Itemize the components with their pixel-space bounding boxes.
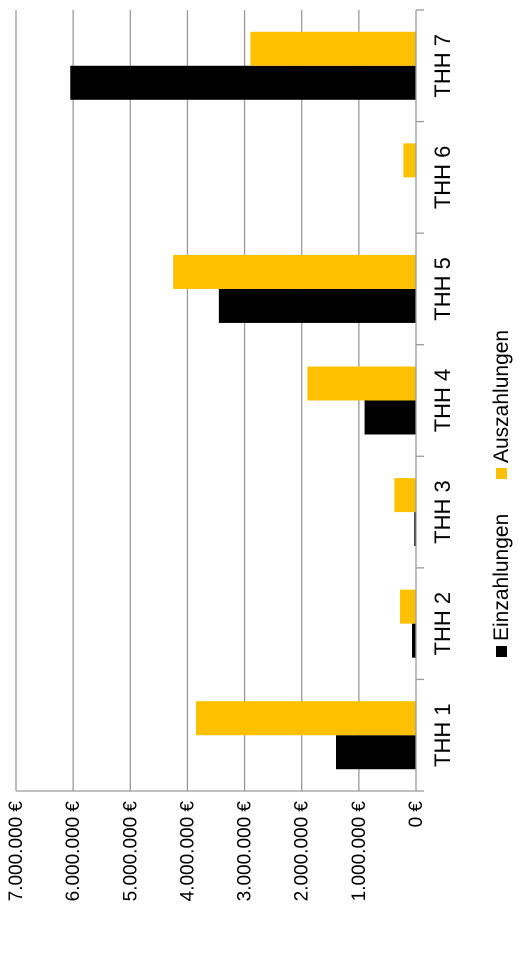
y-tick-label: 7.000.000 €	[6, 801, 27, 902]
legend-label-einzahlungen: Einzahlungen	[490, 514, 513, 641]
gridlines	[15, 10, 360, 791]
bar-einzahlungen-thh-5	[218, 288, 416, 323]
x-category-label: THH 6	[430, 146, 455, 210]
chart-plot-group: 0 € 1.000.000 € 2.000.000 € 3.000.000 € 4.00…	[6, 9, 513, 901]
y-tick-label: 3.000.000 €	[235, 801, 256, 902]
axis-labels: 0 € 1.000.000 € 2.000.000 € 3.000.000 € 4.00…	[6, 34, 455, 901]
y-tick-label: 2.000.000 €	[292, 801, 313, 902]
legend: Einzahlungen Auszahlungen	[490, 330, 513, 657]
x-category-label: THH 5	[430, 257, 455, 321]
legend-label-auszahlungen: Auszahlungen	[490, 330, 513, 463]
bars	[70, 31, 417, 770]
legend-swatch-einzahlungen	[496, 646, 507, 657]
y-tick-label: 4.000.000 €	[177, 801, 198, 902]
legend-swatch-auszahlungen	[496, 468, 507, 479]
bar-auszahlungen-thh-7	[250, 31, 416, 66]
y-tick-label: 5.000.000 €	[120, 801, 141, 902]
y-tick-label: 6.000.000 €	[63, 801, 84, 902]
bar-einzahlungen-thh-2	[412, 623, 416, 658]
y-tick-label: 1.000.000 €	[349, 801, 370, 902]
bar-einzahlungen-thh-4	[364, 400, 417, 435]
bar-einzahlungen-thh-7	[70, 65, 417, 100]
x-category-label: THH 7	[430, 34, 455, 98]
bar-einzahlungen-thh-1	[336, 735, 416, 770]
bar-auszahlungen-thh-3	[394, 478, 416, 513]
y-tick-label: 0 €	[406, 801, 427, 828]
axes	[16, 9, 424, 792]
x-category-label: THH 2	[430, 592, 455, 656]
bar-auszahlungen-thh-5	[173, 254, 416, 289]
bar-auszahlungen-thh-1	[196, 701, 416, 736]
bar-auszahlungen-thh-6	[403, 143, 416, 178]
bar-auszahlungen-thh-4	[307, 366, 416, 401]
x-category-label: THH 1	[430, 703, 455, 767]
x-category-label: THH 4	[430, 369, 455, 433]
bar-auszahlungen-thh-2	[400, 589, 416, 624]
x-category-label: THH 3	[430, 480, 455, 544]
